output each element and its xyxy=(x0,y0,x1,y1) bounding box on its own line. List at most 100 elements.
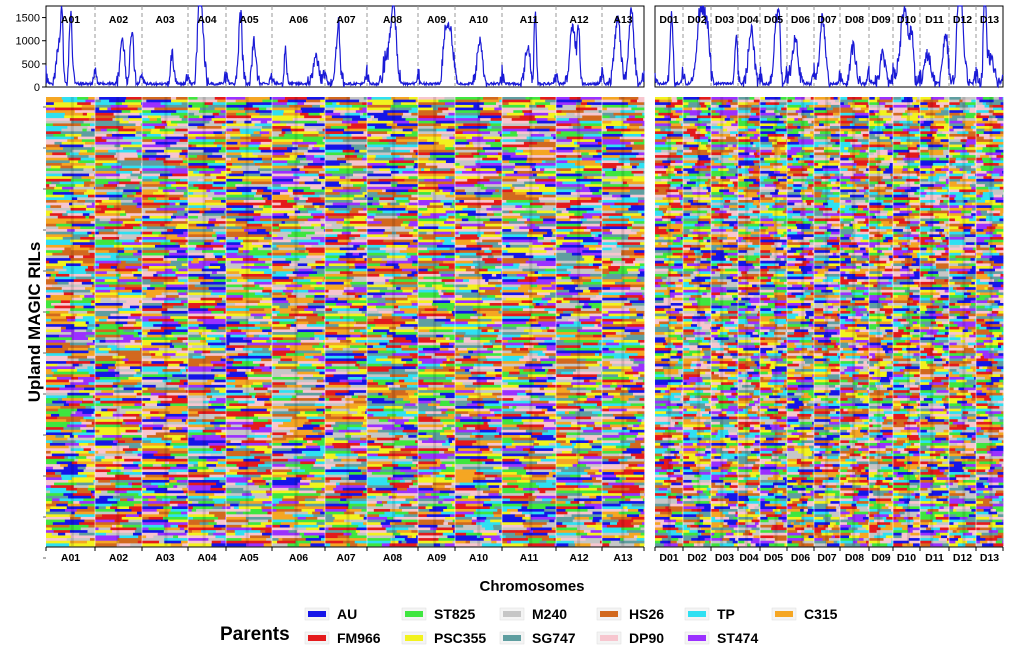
genotype-cell xyxy=(367,535,396,539)
genotype-cell xyxy=(354,263,368,267)
genotype-cell xyxy=(155,353,163,357)
genotype-cell xyxy=(124,361,142,365)
genotype-cell xyxy=(264,308,273,312)
genotype-cell xyxy=(61,329,75,333)
genotype-cell xyxy=(283,421,305,425)
genotype-cell xyxy=(95,498,108,502)
genotype-cell xyxy=(175,165,187,169)
genotype-cell xyxy=(406,432,419,436)
genotype-cell xyxy=(436,128,447,132)
genotype-cell xyxy=(75,450,89,454)
genotype-cell xyxy=(142,342,152,346)
genotype-cell xyxy=(179,115,185,119)
genotype-cell xyxy=(399,479,406,484)
genotype-cell xyxy=(188,133,216,138)
genotype-cell xyxy=(142,345,171,349)
genotype-cell xyxy=(155,384,180,388)
genotype-cell xyxy=(304,152,326,156)
genotype-cell xyxy=(388,456,400,460)
genotype-cell xyxy=(188,120,210,124)
genotype-cell xyxy=(117,477,142,481)
genotype-cell xyxy=(269,366,273,370)
genotype-cell xyxy=(325,506,349,510)
genotype-cell xyxy=(68,347,89,351)
genotype-cell xyxy=(325,133,330,138)
genotype-cell xyxy=(300,479,312,484)
genotype-cell xyxy=(282,289,294,293)
genotype-cell xyxy=(311,506,326,510)
genotype-cell xyxy=(377,207,406,211)
genotype-cell xyxy=(295,157,304,161)
genotype-cell xyxy=(85,321,90,325)
genotype-cell xyxy=(46,242,74,246)
genotype-cell xyxy=(77,247,90,251)
genotype-cell xyxy=(309,427,314,431)
genotype-cell xyxy=(58,271,87,275)
genotype-cell xyxy=(392,495,397,499)
genotype-cell xyxy=(336,102,340,106)
genotype-cell xyxy=(83,255,96,259)
genotype-cell xyxy=(408,231,419,235)
genotype-cell xyxy=(250,133,262,138)
genotype-cell xyxy=(46,120,72,124)
genotype-cell xyxy=(294,200,307,204)
genotype-cell xyxy=(377,453,394,457)
genotype-cell xyxy=(322,509,326,513)
genotype-cell xyxy=(418,221,445,225)
genotype-cell xyxy=(70,239,83,243)
genotype-cell xyxy=(205,337,216,341)
genotype-cell xyxy=(46,472,56,476)
genotype-cell xyxy=(453,200,456,204)
genotype-cell xyxy=(184,207,189,211)
genotype-cell xyxy=(140,316,143,320)
genotype-cell xyxy=(348,440,368,444)
genotype-cell xyxy=(209,128,226,132)
genotype-cell xyxy=(325,339,341,344)
genotype-cell xyxy=(351,207,364,211)
genotype-cell xyxy=(347,339,352,344)
genotype-cell xyxy=(173,107,189,111)
genotype-cell xyxy=(411,292,419,296)
genotype-cell xyxy=(226,450,251,454)
genotype-cell xyxy=(226,202,244,206)
genotype-cell xyxy=(339,102,363,106)
genotype-cell xyxy=(307,440,313,444)
genotype-cell xyxy=(148,498,157,502)
genotype-cell xyxy=(218,516,226,520)
genotype-cell xyxy=(67,464,87,468)
genotype-cell xyxy=(217,260,227,264)
genotype-cell xyxy=(98,479,111,484)
genotype-cell xyxy=(367,123,387,127)
genotype-cell xyxy=(130,366,143,370)
genotype-cell xyxy=(308,305,318,309)
genotype-cell xyxy=(226,442,242,447)
genotype-cell xyxy=(387,131,413,135)
genotype-cell xyxy=(175,382,185,386)
genotype-cell xyxy=(136,236,143,241)
genotype-cell xyxy=(418,234,443,238)
genotype-cell xyxy=(194,350,203,354)
genotype-cell xyxy=(272,435,284,439)
genotype-cell xyxy=(152,464,162,468)
genotype-cell xyxy=(188,163,208,167)
genotype-cell xyxy=(198,501,215,505)
genotype-cell xyxy=(438,226,456,230)
genotype-cell xyxy=(89,215,96,219)
genotype-cell xyxy=(377,429,404,433)
genotype-cell xyxy=(314,382,326,386)
genotype-cell xyxy=(111,503,135,507)
genotype-cell xyxy=(367,271,392,275)
genotype-cell xyxy=(142,532,159,536)
genotype-cell xyxy=(200,339,207,344)
genotype-cell xyxy=(224,501,227,505)
genotype-cell xyxy=(226,279,232,283)
genotype-cell xyxy=(188,374,215,378)
genotype-cell xyxy=(112,382,138,386)
genotype-cell xyxy=(46,424,68,428)
genotype-cell xyxy=(357,532,368,536)
genotype-cell xyxy=(265,313,273,317)
genotype-cell xyxy=(251,115,273,119)
genotype-cell xyxy=(214,379,227,383)
genotype-cell xyxy=(243,202,267,206)
genotype-cell xyxy=(247,482,255,486)
